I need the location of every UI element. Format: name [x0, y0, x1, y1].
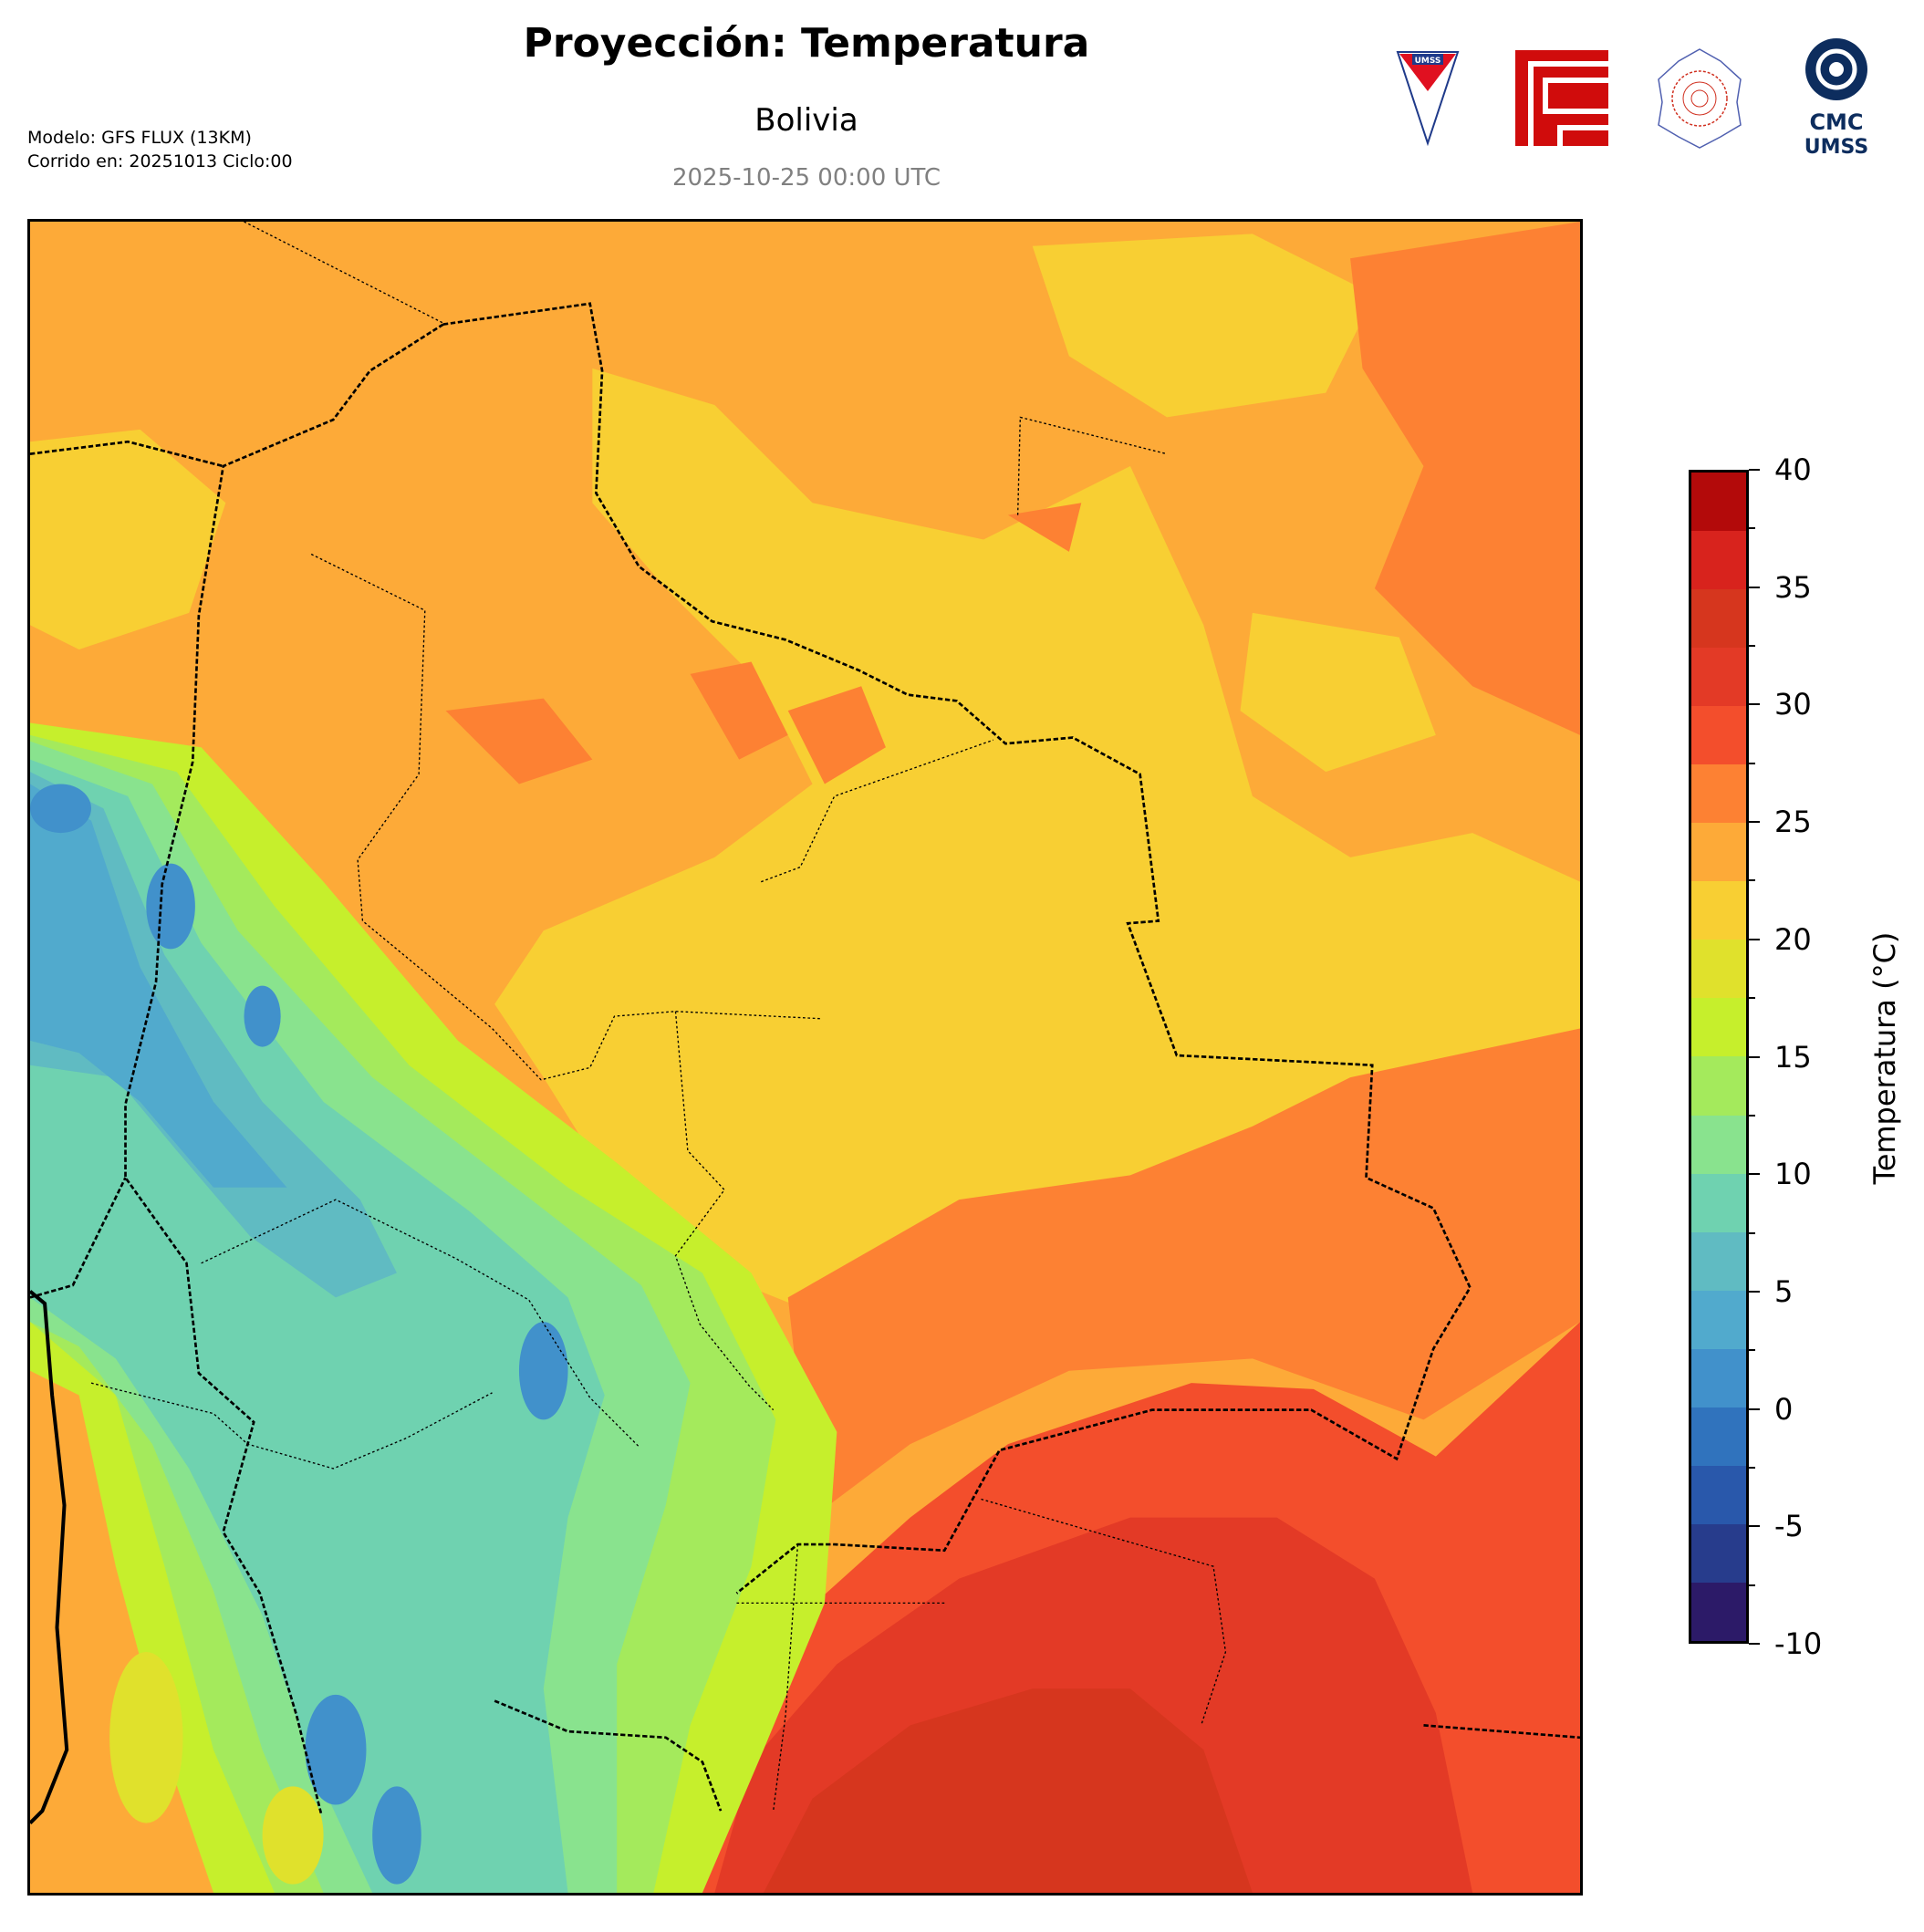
colorbar-bin — [1691, 531, 1746, 590]
umss-shield-logo: UMSS — [1396, 51, 1460, 146]
colorbar-bin — [1691, 1115, 1746, 1174]
colorbar-minor-tick — [1749, 1466, 1755, 1469]
colorbar-major-tick — [1749, 1407, 1760, 1410]
colorbar-major-tick — [1749, 703, 1760, 706]
colorbar-bin — [1691, 1348, 1746, 1407]
colorbar-minor-tick — [1749, 645, 1755, 648]
colorbar-bin — [1691, 823, 1746, 882]
temperature-map — [27, 219, 1583, 1896]
field-25-27 — [445, 222, 1580, 1518]
colorbar-minor-tick — [1749, 527, 1755, 530]
colorbar-bin — [1691, 648, 1746, 707]
field-5-7 — [30, 772, 397, 1298]
colorbar — [1689, 470, 1749, 1644]
colorbar-minor-tick — [1749, 1231, 1755, 1234]
colorbar-bin — [1691, 473, 1746, 532]
svg-text:CMC: CMC — [1809, 109, 1863, 135]
colorbar-major-tick — [1749, 821, 1760, 824]
colorbar-major-tick — [1749, 1525, 1760, 1528]
svg-text:UMSS: UMSS — [1415, 57, 1441, 66]
colorbar-bin — [1691, 1407, 1746, 1466]
svg-text:UMSS: UMSS — [1804, 136, 1868, 157]
colorbar-bin — [1691, 881, 1746, 940]
colorbar-tick-label: 30 — [1774, 687, 1812, 722]
country-borders — [30, 302, 1580, 1814]
colorbar-major-tick — [1749, 1290, 1760, 1293]
colorbar-bin — [1691, 1231, 1746, 1291]
colorbar-bin — [1691, 706, 1746, 765]
colorbar-minor-tick — [1749, 1584, 1755, 1586]
colorbar-bin — [1691, 1582, 1746, 1641]
colorbar-tick-label: 25 — [1774, 805, 1812, 840]
run-label: Corrido en: 20251013 Ciclo:00 — [27, 151, 293, 171]
chart-title: Proyección: Temperatura — [523, 20, 1090, 67]
colorbar-minor-tick — [1749, 1349, 1755, 1352]
colorbar-tick-label: 15 — [1774, 1039, 1812, 1075]
colorbar-major-tick — [1749, 469, 1760, 471]
colorbar-minor-tick — [1749, 879, 1755, 882]
colorbar-tick-label: -10 — [1774, 1626, 1823, 1661]
department-borders — [90, 222, 1227, 1812]
field-35-37 — [763, 1688, 1253, 1893]
field-0-2 — [30, 784, 568, 1885]
colorbar-bin — [1691, 1173, 1746, 1232]
fcyt-logo — [1515, 50, 1608, 146]
colorbar-bin — [1691, 589, 1746, 649]
departamento-fisica-logo — [1658, 48, 1742, 149]
colorbar-major-tick — [1749, 1643, 1760, 1645]
colorbar-bin — [1691, 940, 1746, 999]
colorbar-major-tick — [1749, 586, 1760, 588]
field-yellow-coast — [109, 1651, 324, 1885]
colorbar-tick-label: 10 — [1774, 1157, 1812, 1192]
coastline — [30, 1290, 69, 1825]
model-label: Modelo: GFS FLUX (13KM) — [27, 128, 252, 148]
colorbar-tick-label: 0 — [1774, 1391, 1794, 1427]
colorbar-major-tick — [1749, 1055, 1760, 1058]
chart-subtitle: Bolivia — [754, 102, 858, 139]
colorbar-major-tick — [1749, 1173, 1760, 1176]
colorbar-bin — [1691, 1290, 1746, 1349]
field-2-5 — [30, 784, 287, 1188]
cmc-umss-logo: CMC UMSS — [1804, 38, 1868, 157]
colorbar-bin — [1691, 1056, 1746, 1116]
colorbar-tick-label: 5 — [1774, 1273, 1794, 1309]
colorbar-tick-label: -5 — [1774, 1509, 1804, 1544]
colorbar-minor-tick — [1749, 997, 1755, 1000]
colorbar-tick-label: 20 — [1774, 921, 1812, 957]
colorbar-tick-label: 40 — [1774, 452, 1812, 487]
colorbar-bin — [1691, 1523, 1746, 1583]
field-20-22 — [30, 234, 1580, 1323]
colorbar-minor-tick — [1749, 762, 1755, 764]
forecast-datetime: 2025-10-25 00:00 UTC — [671, 164, 941, 192]
colorbar-minor-tick — [1749, 1114, 1755, 1117]
colorbar-label: Temperatura (°C) — [1867, 931, 1902, 1185]
colorbar-tick-label: 35 — [1774, 569, 1812, 605]
colorbar-major-tick — [1749, 938, 1760, 940]
colorbar-bin — [1691, 764, 1746, 824]
colorbar-bin — [1691, 998, 1746, 1057]
colorbar-bin — [1691, 1465, 1746, 1524]
